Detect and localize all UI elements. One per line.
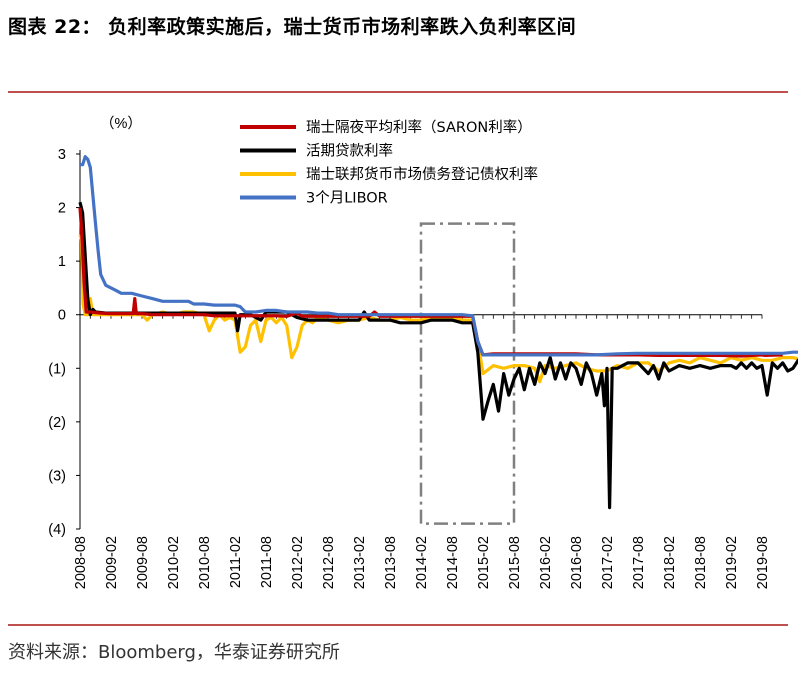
x-tick-label: 2009-08 — [135, 536, 151, 589]
x-tick-label: 2010-02 — [166, 536, 182, 589]
x-tick-label: 2011-02 — [228, 536, 244, 588]
y-tick-label: (2) — [48, 415, 66, 431]
x-tick-label: 2017-02 — [600, 536, 616, 589]
x-tick-label: 2015-02 — [476, 536, 492, 589]
x-tick-label: 2014-02 — [414, 536, 430, 589]
chart-title: 图表 22： 负利率政策实施后，瑞士货币市场利率跌入负利率区间 — [8, 16, 577, 38]
legend-label: 3个月LIBOR — [306, 190, 388, 207]
series-line-saron — [78, 207, 783, 358]
legend-label: 瑞士隔夜平均利率（SARON利率） — [306, 119, 532, 136]
legend-label: 活期贷款利率 — [306, 143, 393, 160]
x-tick-label: 2019-08 — [755, 536, 771, 589]
y-tick-label: 1 — [58, 254, 66, 270]
x-tick-label: 2012-02 — [290, 536, 306, 589]
x-tick-label: 2016-08 — [569, 536, 585, 589]
y-tick-label: (1) — [48, 361, 66, 377]
top-rule — [8, 91, 788, 93]
x-tick-label: 2018-08 — [693, 536, 709, 589]
x-tick-label: 2008-08 — [73, 536, 89, 589]
x-tick-label: 2014-08 — [445, 536, 461, 589]
x-tick-label: 2018-02 — [662, 536, 678, 589]
series-line-demand_deposit — [78, 201, 798, 510]
y-axis-ticks: 3 2 1 0 (1) (2) (3) (4) — [48, 147, 66, 538]
source-note: 资料来源：Bloomberg，华泰证券研究所 — [8, 642, 340, 663]
y-tick-label: 0 — [58, 308, 66, 324]
axes — [76, 150, 763, 530]
unit-label: （%） — [100, 115, 142, 132]
x-tick-label: 2016-02 — [538, 536, 554, 589]
y-tick-label: (3) — [48, 468, 66, 484]
series-lines — [78, 155, 798, 510]
highlight-box — [419, 222, 516, 525]
x-axis-ticks: 2008-08 2009-02 2009-08 2010-02 2010-08 2011-… — [73, 536, 771, 589]
highlight-box-rect — [419, 222, 516, 525]
x-tick-label: 2011-08 — [259, 536, 275, 588]
y-tick-label: 2 — [58, 201, 66, 217]
x-tick-label: 2019-02 — [724, 536, 740, 589]
x-tick-label: 2010-08 — [197, 536, 213, 589]
y-tick-label: 3 — [58, 147, 66, 163]
x-tick-label: 2017-08 — [631, 536, 647, 589]
bottom-rule — [8, 624, 788, 626]
series-line-sovereign_debt — [78, 233, 798, 384]
y-tick-label: (4) — [48, 522, 66, 538]
x-tick-label: 2013-08 — [383, 536, 399, 589]
x-tick-label: 2013-02 — [352, 536, 368, 589]
legend-label: 瑞士联邦货币市场债务登记债权利率 — [306, 166, 538, 183]
x-tick-label: 2009-02 — [104, 536, 120, 589]
x-tick-label: 2012-08 — [321, 536, 337, 589]
series-line-libor — [80, 155, 798, 357]
x-tick-label: 2015-08 — [507, 536, 523, 589]
